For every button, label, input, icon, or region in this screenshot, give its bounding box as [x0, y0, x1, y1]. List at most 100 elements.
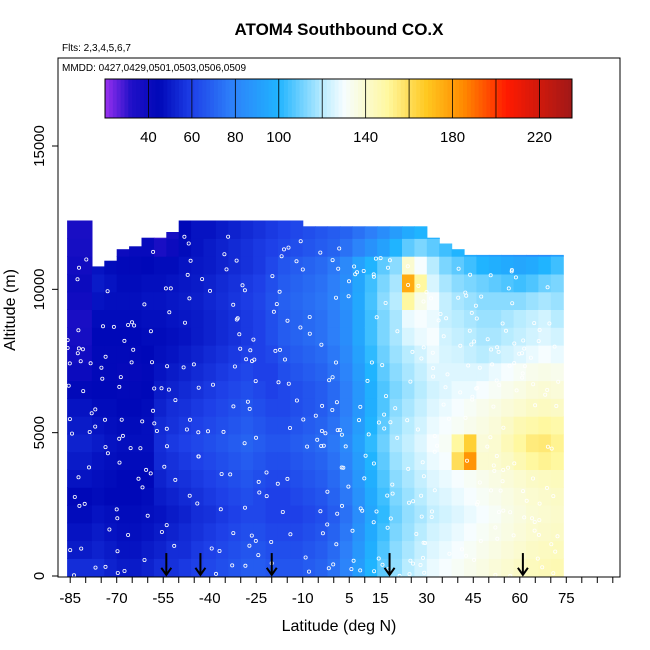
- heat-cell: [550, 362, 564, 382]
- colorbar-swatch: [225, 79, 230, 118]
- heat-cell: [327, 558, 341, 577]
- sample-point: [405, 264, 410, 269]
- heat-cell: [488, 256, 502, 275]
- sample-point: [349, 567, 354, 572]
- sample-point: [475, 500, 480, 505]
- sample-point: [435, 443, 440, 448]
- heat-cell: [104, 362, 118, 382]
- colorbar-swatch: [564, 79, 569, 118]
- heat-cell: [67, 256, 81, 275]
- sample-point: [432, 488, 437, 493]
- heat-cell: [79, 309, 93, 328]
- heat-cell: [129, 246, 143, 257]
- colorbar-swatch: [505, 79, 511, 118]
- sample-point: [395, 329, 400, 334]
- sample-point: [350, 528, 355, 533]
- sample-point: [514, 388, 519, 393]
- heat-cell: [302, 291, 316, 310]
- heat-cell: [526, 362, 539, 382]
- colorbar-swatch: [322, 79, 328, 118]
- heat-cell: [178, 522, 192, 542]
- arrow-head: [517, 567, 529, 577]
- heat-cell: [364, 469, 378, 488]
- heat-cell: [439, 291, 453, 310]
- heat-cell: [389, 226, 403, 239]
- heat-cell: [166, 522, 180, 542]
- heat-cell: [327, 273, 341, 293]
- sample-point: [346, 294, 351, 299]
- heat-cell: [352, 362, 366, 382]
- sample-point: [120, 433, 125, 438]
- heat-cell: [538, 273, 552, 293]
- sample-point: [491, 404, 496, 409]
- sample-point: [165, 364, 170, 369]
- heat-cell: [476, 398, 490, 417]
- heat-cell: [550, 273, 564, 293]
- sample-point: [494, 453, 499, 458]
- sample-point: [333, 295, 338, 300]
- sample-point: [371, 272, 376, 277]
- heat-cell: [203, 256, 217, 275]
- heat-cell: [153, 309, 167, 328]
- sample-point: [467, 328, 472, 333]
- heat-cell: [302, 540, 316, 559]
- heat-cell: [352, 469, 366, 488]
- heat-cell: [277, 273, 291, 293]
- heat-cell: [389, 273, 403, 293]
- sample-point: [406, 500, 411, 505]
- heat-cell: [550, 380, 564, 399]
- heat-cell: [153, 344, 167, 364]
- heat-cell: [377, 362, 391, 382]
- heat-cell: [339, 344, 353, 364]
- sample-point: [498, 488, 503, 493]
- heat-cell: [451, 398, 465, 417]
- heat-cell: [476, 522, 490, 542]
- heat-cell: [352, 309, 366, 328]
- colorbar: 40 60 80 100 140 180 220: [104, 78, 573, 146]
- sample-point: [438, 311, 443, 316]
- sample-point: [531, 476, 536, 481]
- heat-cell: [203, 273, 217, 293]
- colorbar-swatch: [186, 79, 192, 118]
- sample-point: [390, 491, 395, 496]
- sample-point: [535, 556, 540, 561]
- sample-point: [334, 400, 339, 405]
- heat-cell: [178, 362, 192, 382]
- sample-point: [447, 551, 452, 556]
- sample-point: [464, 553, 469, 558]
- sample-point: [419, 514, 424, 519]
- sample-point: [387, 258, 392, 263]
- heat-cell: [153, 433, 167, 453]
- colorbar-tick-label: 40: [140, 129, 157, 146]
- sample-point: [351, 558, 356, 563]
- colorbar-swatch: [163, 79, 168, 118]
- heat-cell: [476, 433, 490, 453]
- heat-cell: [265, 469, 279, 488]
- heat-cell: [550, 291, 564, 310]
- heat-cell: [513, 504, 527, 524]
- heat-cell: [439, 256, 453, 275]
- sample-point: [517, 351, 522, 356]
- sample-point: [196, 454, 201, 459]
- sample-point: [305, 444, 310, 449]
- colorbar-swatch: [171, 79, 176, 118]
- heat-cell: [203, 398, 217, 417]
- sample-point: [508, 574, 513, 579]
- colorbar-swatch: [214, 79, 219, 118]
- heat-cell: [339, 504, 353, 524]
- sample-point: [285, 476, 290, 481]
- heat-cell: [203, 522, 217, 542]
- heat-cell: [104, 344, 118, 364]
- colorbar-swatch: [498, 79, 503, 118]
- heat-cell: [364, 291, 378, 310]
- sample-point: [126, 322, 131, 327]
- heat-cell: [488, 558, 502, 577]
- heat-cell: [116, 273, 130, 293]
- heat-cell: [439, 558, 453, 577]
- heat-cell: [91, 291, 105, 310]
- heat-cell: [389, 398, 403, 417]
- colorbar-swatch: [241, 79, 246, 118]
- heat-cell: [315, 487, 329, 506]
- sample-point: [506, 465, 511, 470]
- heat-cell: [253, 451, 267, 470]
